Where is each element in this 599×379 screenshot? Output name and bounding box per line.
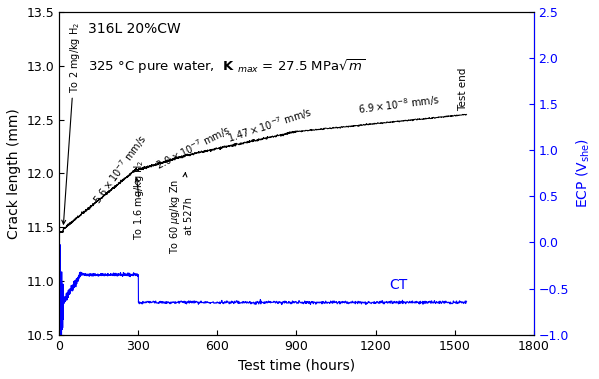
Text: 316L 20%CW: 316L 20%CW: [87, 22, 180, 36]
Text: To 1.6 mg/kg H$_2$: To 1.6 mg/kg H$_2$: [132, 160, 146, 240]
Text: $2.0\times10^{-7}$ mm/s: $2.0\times10^{-7}$ mm/s: [153, 122, 233, 173]
Text: $5.6\times10^{-7}$ mm/s: $5.6\times10^{-7}$ mm/s: [90, 131, 150, 207]
Y-axis label: Crack length (mm): Crack length (mm): [7, 108, 21, 239]
Text: $1.47\times10^{-7}$ mm/s: $1.47\times10^{-7}$ mm/s: [225, 105, 314, 146]
Y-axis label: ECP ($\mathrm{V_{she}}$): ECP ($\mathrm{V_{she}}$): [574, 138, 592, 208]
Text: To 60 $\mu$g/kg Zn
at 527h: To 60 $\mu$g/kg Zn at 527h: [168, 173, 194, 254]
Text: $6.9\times10^{-8}$ mm/s: $6.9\times10^{-8}$ mm/s: [357, 92, 441, 117]
X-axis label: Test time (hours): Test time (hours): [238, 358, 355, 372]
Text: 325 $\degree$C pure water,  $\mathbf{K}$ $_{max}$ = 27.5 MPa$\sqrt{m}$: 325 $\degree$C pure water, $\mathbf{K}$ …: [87, 57, 365, 76]
Text: Test end: Test end: [458, 67, 468, 111]
Text: CT: CT: [389, 277, 407, 291]
Text: To 2 mg/kg H$_2$: To 2 mg/kg H$_2$: [62, 21, 82, 224]
